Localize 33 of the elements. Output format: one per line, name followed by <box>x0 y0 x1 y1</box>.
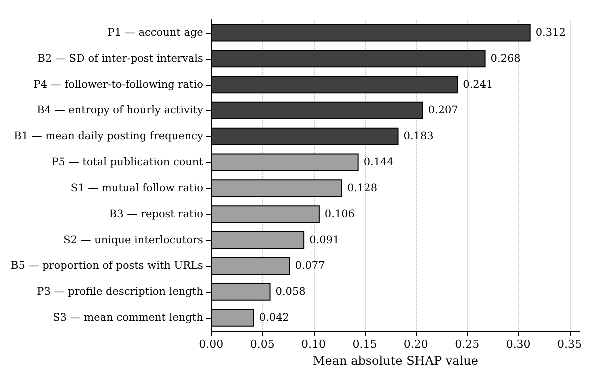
x-tick-label: 0.05 <box>250 338 275 351</box>
y-tick-label: S3 — mean comment length <box>53 312 204 324</box>
data-label: 0.268 <box>490 52 521 65</box>
y-tick-label: B5 — proportion of posts with URLs <box>10 260 204 272</box>
data-label: 0.058 <box>276 286 306 298</box>
x-tick-label: 0.20 <box>404 338 428 351</box>
y-tick-label: B4 — entropy of hourly activity <box>37 104 204 117</box>
y-tick-label: B1 — mean daily posting frequency <box>14 130 204 143</box>
data-label: 0.183 <box>404 130 434 143</box>
data-label: 0.042 <box>259 312 290 324</box>
x-tick-label: 0.30 <box>506 338 531 351</box>
y-tick-label: S2 — unique interlocutors <box>64 234 204 246</box>
x-tick-label: 0.00 <box>199 338 224 351</box>
data-label: 0.241 <box>463 78 494 91</box>
x-tick-label: 0.10 <box>302 338 326 351</box>
data-label: 0.144 <box>364 156 394 169</box>
data-label: 0.091 <box>310 234 340 246</box>
y-tick-label: P3 — profile description length <box>37 286 204 298</box>
data-label: 0.312 <box>536 26 566 39</box>
data-label: 0.128 <box>347 182 378 194</box>
data-label: 0.207 <box>428 104 458 117</box>
y-tick-label: P1 — account age <box>108 26 204 39</box>
y-tick-label: P5 — total publication count <box>52 156 204 169</box>
x-tick-label: 0.15 <box>352 338 378 351</box>
y-tick-label: B3 — repost ratio <box>109 208 204 220</box>
y-tick-label: S1 — mutual follow ratio <box>70 182 204 194</box>
y-tick-label: B2 — SD of inter-post intervals <box>38 52 204 65</box>
y-tick-label: P4 — follower-to-following ratio <box>34 78 204 91</box>
x-tick-label: 0.35 <box>558 338 582 351</box>
data-label: 0.106 <box>324 208 356 220</box>
x-tick-label: 0.25 <box>455 338 480 351</box>
data-label: 0.077 <box>295 260 326 272</box>
x-axis-title: Mean absolute SHAP value <box>312 354 478 368</box>
